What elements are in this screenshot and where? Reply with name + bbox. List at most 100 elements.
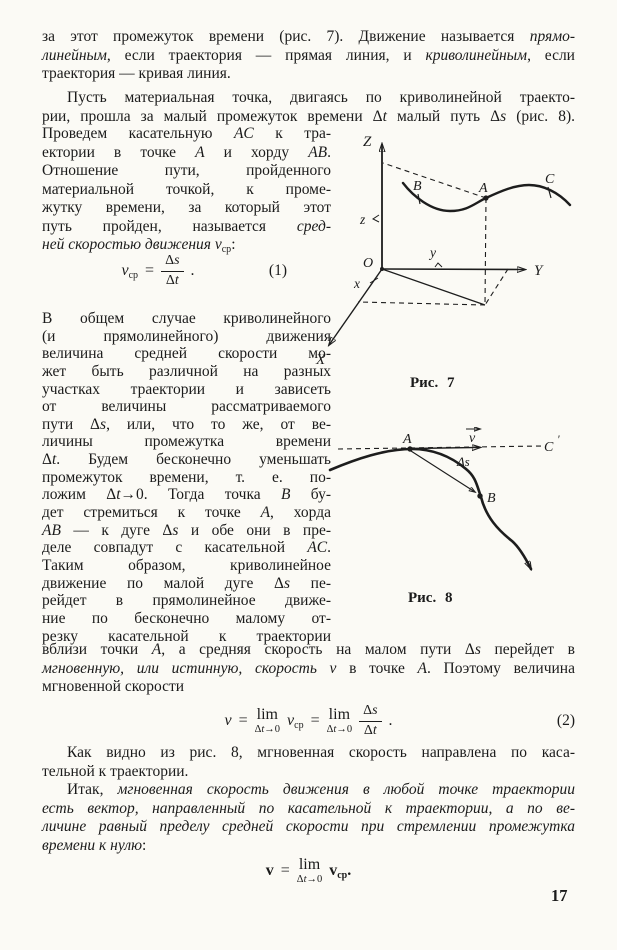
- x-axis-label: X: [315, 352, 326, 368]
- formula-2-number: (2): [556, 712, 575, 729]
- point-c-tick: [547, 186, 552, 199]
- point-c-label: C: [544, 440, 554, 455]
- origin-label: O: [363, 256, 373, 271]
- text-line: В общем случае криволинейного: [42, 310, 331, 327]
- formula-2-mid: vср: [287, 711, 304, 731]
- text-line: резку касательной к траектории: [42, 627, 331, 645]
- formula-average-speed: vср = Δs Δt . (1): [42, 249, 332, 293]
- text-line: движение по малой дуге Δs пе-: [42, 574, 331, 592]
- text-line: мгновенную, или истинную, скорость v в т…: [42, 659, 575, 677]
- y-coordinate-label: y: [428, 245, 436, 260]
- text-line: Отношение пути, пройденного: [42, 162, 331, 179]
- x-axis: [329, 268, 383, 345]
- text-line: рии, прошла за малый промежуток времени …: [42, 107, 575, 125]
- text-line: за этот промежуток времени (рис. 7). Дви…: [42, 28, 575, 45]
- formula-1-period: .: [190, 262, 195, 279]
- figure-7-coordinate-diagram: Z Y X z y x O A B C: [315, 134, 572, 368]
- text-line: линейным, если траектория — прямая линия…: [42, 46, 575, 64]
- paragraph-setup: Пусть материальная точка, двигаясь по кр…: [42, 89, 575, 126]
- text-line: мгновенной скорости: [42, 678, 185, 695]
- formula-2-numerator: Δs: [359, 703, 382, 722]
- point-b-tick: [417, 193, 421, 205]
- formula-1-number: (1): [268, 262, 287, 279]
- formula-2-equals-1: =: [238, 712, 248, 729]
- y-axis-label: Y: [534, 263, 544, 279]
- formula-1-numerator: Δs: [161, 253, 184, 272]
- formula-1-equals: =: [145, 262, 155, 279]
- figure-8-caption: Рис. 8: [408, 590, 453, 606]
- text-line: (и прямолинейного) движения: [42, 327, 331, 345]
- formula-2-body: v = lim Δt→0 vср = lim Δt→0 Δs Δt .: [42, 703, 575, 738]
- projection-to-z: [382, 162, 487, 199]
- text-line: траектория — кривая линия.: [42, 65, 231, 82]
- formula-1-fraction: Δs Δt: [161, 253, 184, 288]
- text-line: Итак, мгновенная скорость движения в люб…: [67, 781, 575, 798]
- text-line: пути Δs, или, что то же, от ве-: [42, 415, 331, 433]
- formula-instant-speed: v = lim Δt→0 vср = lim Δt→0 Δs Δt . (2): [42, 699, 575, 743]
- text-line: ектории в точке A и хорду AB.: [42, 143, 331, 161]
- paragraph-limit-full: вблизи точки A, а средняя скорость на ма…: [42, 641, 575, 697]
- text-line: ние по бесконечно малому от-: [42, 609, 331, 627]
- text-line: Как видно из рис. 8, мгновенная скорость…: [67, 744, 575, 761]
- y-tick: [434, 262, 443, 268]
- paragraph-limit-column: В общем случае криволинейного (и прямолин…: [42, 310, 331, 645]
- prime-mark: ': [557, 432, 560, 446]
- point-a-label: A: [402, 432, 412, 447]
- page-number: 17: [551, 886, 568, 905]
- velocity-label: v: [469, 431, 476, 446]
- text-line: путь пройден, называется сред-: [42, 217, 331, 235]
- formula-1-lhs: vср: [121, 261, 139, 281]
- formula-2-period: .: [388, 712, 393, 729]
- text-line: времени к нулю:: [42, 836, 147, 854]
- text-line: рейдет в прямолинейное движе-: [42, 592, 331, 610]
- text-line: ложим Δt→0. Тогда точка B бу-: [42, 486, 331, 504]
- limit-subscript: Δt→0: [254, 723, 281, 735]
- point-a-label: A: [478, 181, 488, 196]
- text-line: Таким образом, криволинейное: [42, 556, 331, 574]
- formula-2-denominator: Δt: [363, 722, 377, 738]
- text-line: личине равный пределу средней скорости п…: [42, 818, 575, 835]
- text-line: AB — к дуге Δs и обе они в пре-: [42, 521, 332, 539]
- formula-2-limit-2: lim Δt→0: [326, 706, 353, 736]
- point-b-label: B: [487, 491, 496, 506]
- formula-2-lhs: v: [224, 712, 232, 729]
- limit-subscript: Δt→0: [326, 723, 353, 735]
- text-line: вблизи точки A, а средняя скорость на ма…: [42, 641, 575, 658]
- formula-3-lhs: v: [265, 862, 274, 879]
- limit-word: lim: [256, 705, 278, 723]
- point-c-label: C: [545, 172, 555, 187]
- formula-1-body: vср = Δs Δt .: [42, 253, 332, 288]
- point-b-dot: [477, 493, 483, 499]
- text-line: промежуток времени, т. е. по-: [42, 468, 331, 486]
- arc-length-label: Δs: [456, 454, 470, 469]
- point-b-label: B: [413, 179, 422, 194]
- point-a-dot: [483, 195, 489, 201]
- projection-to-x: [357, 301, 486, 306]
- x-tick: [369, 277, 379, 284]
- formula-3-equals: =: [280, 862, 290, 879]
- text-line: личины промежутка времени: [42, 433, 331, 451]
- text-line: Пусть материальная точка, двигаясь по кр…: [67, 89, 575, 106]
- text-line: дет стремиться к точке A, хорда: [42, 504, 331, 522]
- text-line: тельной к траектории.: [42, 762, 189, 780]
- formula-vector-velocity: v = lim Δt→0 vср.: [42, 851, 575, 891]
- x-coordinate-label: x: [353, 276, 360, 291]
- trajectory-curve: [328, 447, 533, 569]
- formula-2-limit-1: lim Δt→0: [254, 705, 281, 736]
- figure-7-caption: Рис. 7: [410, 375, 455, 391]
- text-line: жутку времени, за который этот: [42, 199, 331, 216]
- point-a-dot: [407, 446, 413, 452]
- text-line: жет быть различной на разных: [42, 362, 331, 380]
- text-line: от величины рассматриваемого: [42, 398, 331, 416]
- formula-3-body: v = lim Δt→0 vср.: [42, 856, 575, 886]
- z-tick: [372, 214, 380, 223]
- text-line: Проведем касательную AC к тра-: [42, 125, 331, 142]
- z-coordinate-label: z: [359, 212, 366, 227]
- figure-8-tangent-diagram: A B C ' Δs v: [328, 418, 560, 588]
- origin-dot: [380, 267, 384, 271]
- paragraph-tangent-column: Проведем касательную AC к тра-ектории в …: [42, 125, 331, 255]
- projection-vertical: [484, 197, 487, 306]
- formula-1-denominator: Δt: [165, 272, 179, 288]
- z-axis-label: Z: [363, 134, 372, 150]
